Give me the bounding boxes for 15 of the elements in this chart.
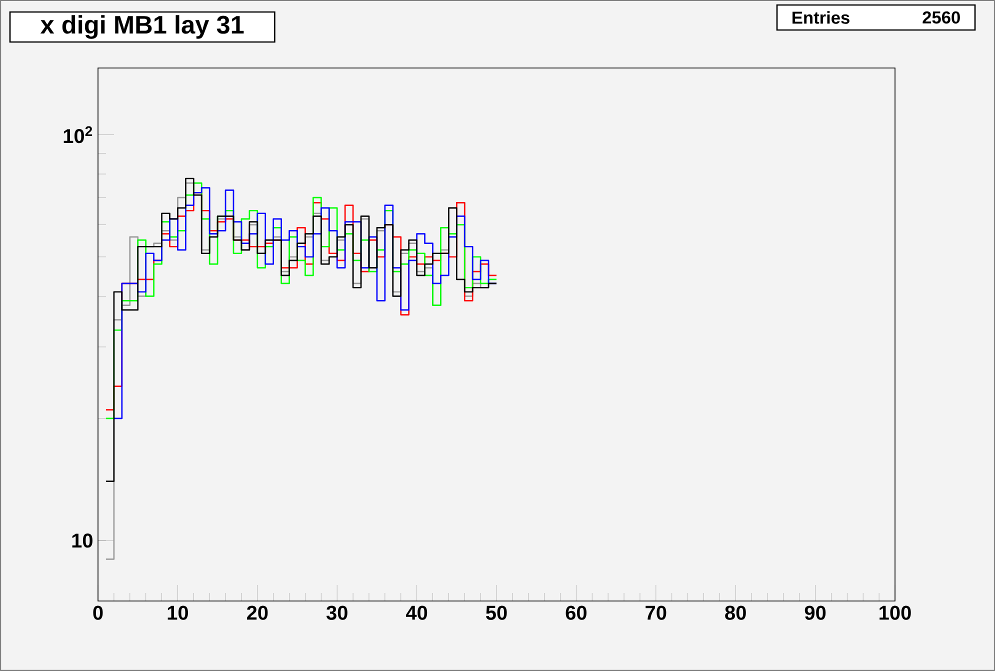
x-tick-label: 0 <box>93 606 103 620</box>
x-tick-label: 100 <box>880 606 911 620</box>
x-tick-label: 30 <box>326 606 348 620</box>
x-tick-label: 20 <box>246 606 268 620</box>
text: Entries <box>792 11 850 24</box>
chart-title: x digi MB1 lay 31 <box>40 15 244 39</box>
x-tick-label: 60 <box>566 606 586 620</box>
x-tick-label: 10 <box>168 606 188 620</box>
x-tick-label: 40 <box>406 606 428 620</box>
x-tick-label: 50 <box>486 606 507 620</box>
x-tick-label: 90 <box>804 606 826 620</box>
x-tick-label: 80 <box>725 606 746 620</box>
y-tick-label: 10$^{2}$ <box>64 126 92 144</box>
text: 2560 <box>922 11 960 24</box>
x-tick-label: 70 <box>646 606 666 620</box>
